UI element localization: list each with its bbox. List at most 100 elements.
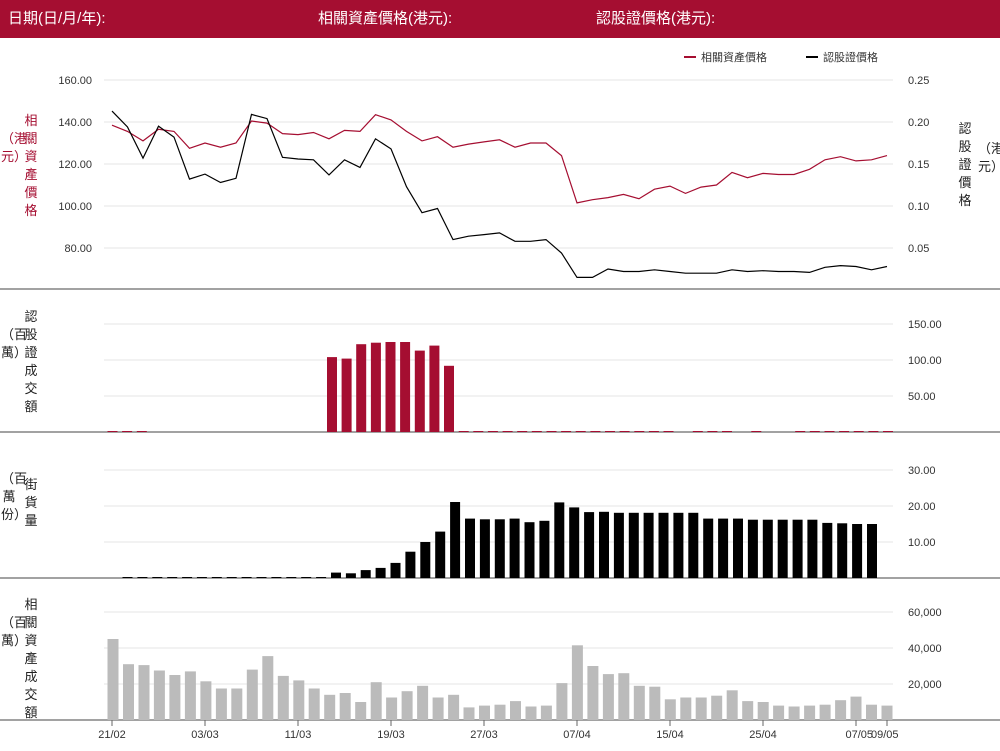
underlying-turnover-bar — [448, 694, 460, 720]
underlying-turnover-bar — [169, 675, 181, 720]
warrant-turnover-bar — [444, 365, 454, 432]
warrant-turnover-bar — [883, 431, 893, 432]
street-qty-bar — [807, 519, 818, 578]
y-tick-label: 10.00 — [908, 537, 936, 549]
warrant-turnover-bar — [327, 357, 337, 432]
underlying-price-label: 相關資產價格(港元): — [318, 10, 453, 27]
street-qty-bar — [360, 570, 371, 578]
x-tick-label: 11/03 — [285, 729, 312, 741]
x-tick-label: 07/05 — [845, 729, 873, 741]
warrant-turnover-bar — [839, 431, 850, 432]
warrant-turnover-bar — [868, 431, 879, 432]
underlying-turnover-bar — [711, 695, 723, 720]
y-left-tick-label: 100.00 — [58, 201, 92, 213]
underlying-turnover-bar — [835, 700, 847, 720]
street-qty-bar — [852, 524, 863, 578]
underlying-turnover-bar — [695, 697, 707, 720]
street-qty-bar — [345, 573, 356, 578]
warrant-turnover-bar — [341, 358, 352, 432]
y-tick-label: 30.00 — [908, 465, 936, 477]
street-qty-bar — [167, 577, 178, 578]
street-qty-bar — [762, 519, 773, 578]
underlying-turnover-bar — [246, 669, 258, 720]
x-tick-label: 27/03 — [470, 729, 498, 741]
street-qty-bar — [628, 512, 639, 578]
street-qty-bar — [390, 562, 401, 578]
underlying-turnover-bar — [788, 706, 800, 720]
warrant-turnover-bar — [414, 350, 425, 432]
underlying-turnover-bar — [649, 686, 661, 720]
underlying-turnover-bar — [494, 704, 506, 720]
street-qty-bar — [524, 522, 535, 578]
y-right-tick-label: 0.10 — [908, 201, 929, 213]
street-qty-bar — [539, 520, 550, 578]
x-tick-label: 21/02 — [98, 729, 126, 741]
warrant-price-label: 認股證價格(港元): — [596, 10, 716, 27]
underlying-turnover-bar — [525, 706, 537, 720]
street-qty-bar — [509, 518, 520, 578]
street-qty-bar — [792, 519, 803, 578]
warrant-price-axis-unit: （港元） — [978, 141, 1000, 174]
street-qty-bar — [673, 512, 684, 578]
street-qty-bar — [435, 531, 446, 578]
warrant-turnover-bar — [473, 431, 484, 432]
x-tick-label: 07/04 — [563, 729, 591, 741]
underlying-turnover-bar — [633, 685, 645, 720]
warrant-turnover-bar — [458, 431, 469, 432]
warrant-turnover-bar — [502, 431, 513, 432]
underlying-turnover-bar — [386, 697, 398, 720]
warrant-turnover-axis-unit: （百萬） — [1, 327, 28, 360]
date-label: 日期(日/月/年): — [8, 10, 106, 27]
warrant-turnover-bar — [575, 431, 586, 432]
street-qty-bar — [747, 519, 758, 578]
underlying-price-axis-title: 相關資產價格 — [24, 113, 38, 218]
underlying-price-line — [111, 114, 888, 204]
street-qty-bar — [569, 507, 580, 578]
header-bar: 日期(日/月/年): 相關資產價格(港元): 認股證價格(港元): — [0, 0, 1000, 38]
street-qty-bar — [599, 511, 609, 578]
legend-label-underlying: 相關資產價格 — [701, 50, 767, 64]
street-qty-bar — [152, 577, 163, 578]
street-qty-bar — [137, 577, 148, 578]
warrant-turnover-bar — [487, 431, 498, 432]
y-left-tick-label: 120.00 — [58, 159, 92, 171]
street-qty-bar — [375, 567, 386, 578]
street-qty-bar — [733, 518, 743, 578]
warrant-turnover-bar — [809, 431, 820, 432]
underlying-turnover-bar — [680, 697, 692, 720]
y-tick-label: 50.00 — [908, 391, 936, 403]
underlying-turnover-bar — [200, 681, 212, 720]
warrant-turnover-bar — [356, 344, 367, 432]
warrant-turnover-bar — [663, 431, 674, 432]
street-qty-bar — [494, 519, 505, 578]
y-right-tick-label: 0.25 — [908, 75, 929, 87]
warrant-turnover-bar — [370, 342, 381, 432]
underlying-turnover-bar — [556, 683, 568, 720]
warrant-turnover-bar — [751, 431, 762, 432]
underlying-turnover-bar — [479, 705, 490, 720]
warrant-turnover-bar — [605, 431, 615, 432]
underlying-turnover-bar — [664, 699, 676, 720]
street-qty-bar — [405, 551, 416, 578]
warrant-price-axis-title: 認股證價格 — [958, 121, 972, 208]
underlying-price-axis-unit: （港元） — [1, 131, 28, 164]
street-qty-bar — [465, 518, 475, 578]
warrant-turnover-bar — [634, 431, 645, 432]
underlying-turnover-bar — [757, 702, 769, 720]
warrant-turnover-bar — [546, 431, 557, 432]
underlying-turnover-bar — [401, 691, 413, 720]
street-qty-bar — [301, 577, 312, 578]
warrant-turnover-bar — [429, 345, 440, 432]
underlying-turnover-bar — [773, 705, 785, 720]
underlying-turnover-bar — [138, 665, 150, 720]
underlying-turnover-bar — [339, 693, 351, 720]
underlying-turnover-bar — [308, 688, 320, 720]
street-qty-bar — [211, 577, 222, 578]
underlying-turnover-bar — [215, 688, 227, 720]
warrant-turnover-bar — [385, 342, 396, 432]
underlying-turnover-bar — [324, 694, 336, 720]
underlying-turnover-bar — [819, 704, 831, 720]
street-qty-bar — [316, 577, 327, 578]
street-qty-bar — [196, 577, 207, 578]
